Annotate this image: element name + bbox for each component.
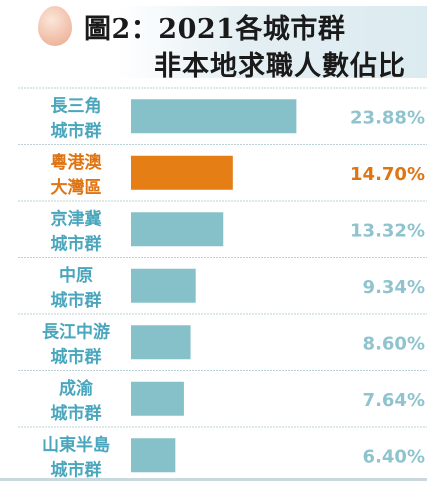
bar bbox=[131, 155, 233, 190]
category-label: 山東半島 bbox=[42, 434, 110, 455]
bar bbox=[131, 99, 297, 134]
chart-header: 圖2：2021各城市群 非本地求職人數佔比 bbox=[0, 0, 427, 82]
header-background bbox=[118, 6, 427, 78]
category-label: 城市群 bbox=[51, 233, 102, 254]
bottom-frame-line bbox=[0, 478, 427, 481]
category-label: 長江中游 bbox=[42, 321, 110, 342]
category-label: 京津冀 bbox=[51, 208, 102, 229]
bar bbox=[131, 438, 176, 473]
value-label: 9.34% bbox=[363, 277, 425, 298]
category-label: 城市群 bbox=[51, 120, 102, 141]
category-label: 粵港澳 bbox=[51, 152, 103, 173]
value-label: 23.88% bbox=[350, 107, 425, 128]
category-label: 中原 bbox=[59, 265, 93, 286]
bar bbox=[131, 212, 224, 247]
chart-title-line-1: 圖2：2021各城市群 bbox=[84, 14, 346, 45]
value-label: 8.60% bbox=[363, 333, 425, 354]
balloon-logo-icon bbox=[38, 6, 72, 46]
category-label: 城市群 bbox=[51, 459, 102, 480]
value-label: 7.64% bbox=[363, 390, 425, 411]
bar bbox=[131, 381, 184, 416]
category-label: 大灣區 bbox=[51, 177, 102, 198]
value-label: 14.70% bbox=[350, 164, 425, 185]
category-label: 城市群 bbox=[51, 403, 102, 424]
value-label: 6.40% bbox=[363, 446, 425, 467]
category-label: 成渝 bbox=[59, 378, 94, 399]
value-label: 13.32% bbox=[350, 220, 425, 241]
bar bbox=[131, 325, 191, 360]
bar bbox=[131, 268, 196, 303]
category-label: 城市群 bbox=[51, 346, 102, 367]
chart-title-line-2: 非本地求職人數佔比 bbox=[154, 51, 406, 82]
category-label: 長三角 bbox=[51, 95, 102, 116]
category-label: 城市群 bbox=[51, 290, 102, 311]
